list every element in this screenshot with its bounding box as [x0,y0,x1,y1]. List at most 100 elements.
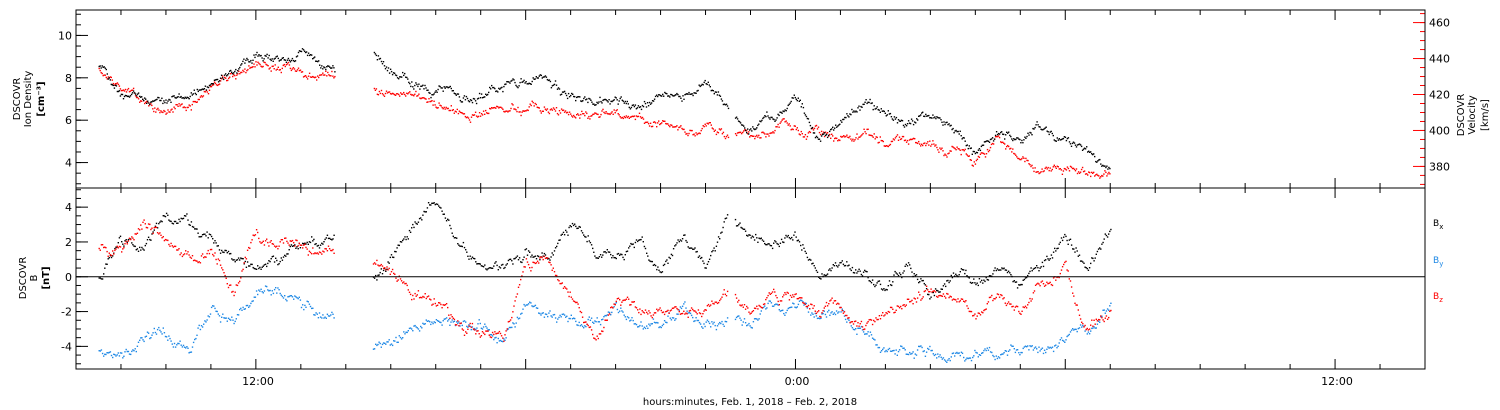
by-point [720,322,722,325]
bz-point [687,316,689,318]
density-point [580,100,582,102]
density-point [211,83,214,85]
bx-point [161,220,163,223]
density-point [408,81,410,84]
velocity-point [327,71,329,74]
by-point [794,306,796,308]
bz-point [905,304,907,306]
bz-point [629,304,631,306]
density-point [1104,165,1106,167]
bx-point [791,236,793,239]
velocity-point [982,152,985,155]
bz-point [704,309,706,311]
by-point [1064,341,1066,343]
density-point [793,94,795,96]
velocity-point [1064,168,1067,170]
bx-point [855,269,857,271]
velocity-point [883,145,885,147]
bz-point [539,257,541,259]
bx-point [142,248,144,250]
by-point [871,337,874,339]
density-point [878,109,880,111]
by-point [712,323,714,325]
velocity-point [747,133,749,135]
by-point [149,337,151,340]
bx-point [1003,267,1005,269]
by-point [450,321,452,323]
bx-point [399,241,402,243]
bz-point [1081,321,1083,323]
density-point [814,136,817,139]
velocity-point [297,67,300,69]
density-point [526,83,528,85]
bx-point [812,262,814,264]
bx-point [847,265,849,267]
by-point [946,361,948,363]
by-point [304,304,306,307]
bz-point [989,296,992,298]
velocity-point [188,104,190,106]
by-point [180,344,182,346]
by-point [831,311,833,313]
velocity-point [988,149,991,152]
by-point [976,352,978,354]
by-point [481,328,484,330]
velocity-point [764,133,766,135]
velocity-point [677,129,679,131]
density-point [940,119,942,121]
bz-point [649,312,651,314]
bx-point [1086,267,1088,270]
density-point [704,79,706,82]
by-point [906,353,909,355]
by-point [787,307,789,310]
velocity-point [278,69,280,71]
density-point [971,153,973,155]
velocity-point [1026,159,1028,162]
velocity-point [726,134,729,136]
bx-point [255,268,258,270]
bz-point [558,280,560,282]
density-point [516,85,518,88]
by-point [467,326,469,328]
bx-point [235,259,237,261]
velocity-point [833,140,835,142]
bx-point [902,272,904,274]
by-point [866,333,868,335]
velocity-point [744,129,746,131]
by-point [782,309,784,311]
velocity-point [529,103,531,105]
density-point [205,89,208,91]
bx-point [132,244,134,246]
bz-point [465,331,467,333]
by-series [98,285,1112,363]
by-point [267,289,269,291]
by-point [888,347,891,350]
velocity-point [140,100,142,102]
velocity-point [1011,151,1013,153]
velocity-point [978,156,981,158]
bz-point [616,298,619,300]
bz-point [743,304,746,306]
bz-point [163,239,166,242]
by-point [299,299,302,301]
bx-point [829,268,831,270]
bx-point [511,260,513,262]
velocity-point [294,70,297,72]
density-point [426,89,428,91]
velocity-point [876,136,878,139]
density-point [1096,161,1098,163]
velocity-point [636,115,639,118]
bx-point [439,206,441,209]
bz-point [484,333,486,336]
velocity-point [930,145,932,147]
by-point [277,287,279,289]
bz-point [177,249,179,251]
bz-point [377,264,379,266]
velocity-point [1096,173,1098,175]
bx-point [471,256,474,258]
bx-point [567,234,569,236]
by-point [250,302,252,305]
velocity-point [441,106,443,109]
velocity-point [953,147,955,149]
bx-point [287,253,289,255]
